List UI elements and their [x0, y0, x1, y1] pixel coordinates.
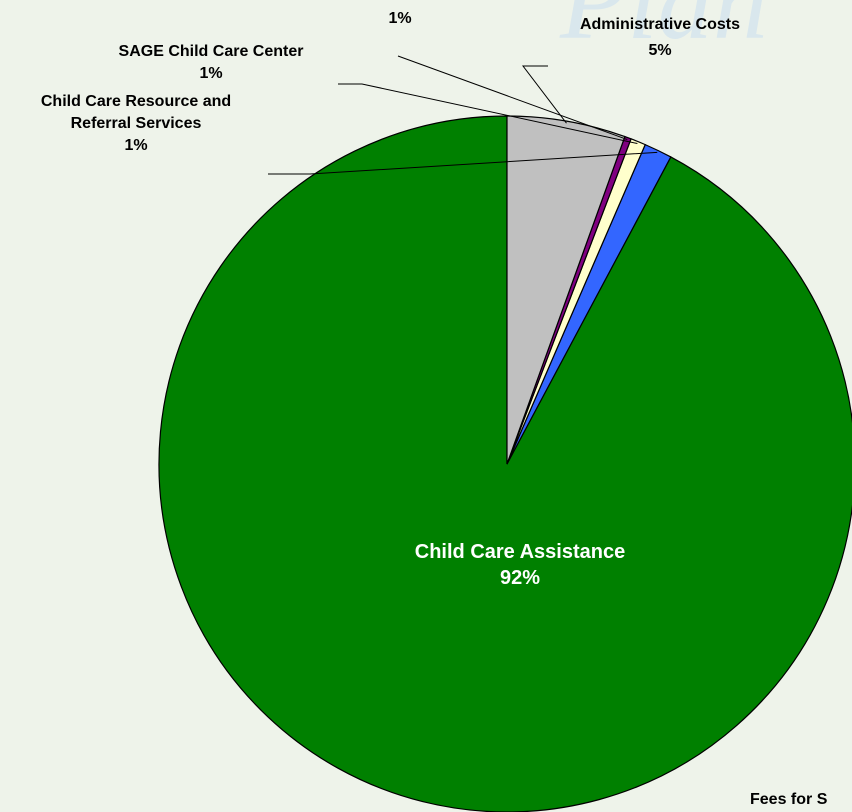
- pie-slices: [158, 115, 852, 812]
- leader-line-child-care-resource-and-referral-services: [268, 151, 658, 175]
- watermark-text: Plan: [559, 0, 768, 62]
- slice-label-administrative-costs: Administrative Costs 5%: [580, 16, 740, 59]
- slice-label-childrens-health-and-wellness: Childrens Health and Wellness1%: [283, 0, 517, 27]
- leader-line-sage-child-care-center: [338, 83, 638, 145]
- slice-label-child-care-resource-and-referral-services: Child Care Resource and Referral Services…: [41, 93, 231, 154]
- leader-line-childrens-health-and-wellness: [397, 55, 628, 141]
- pie-slice-child-care-assistance: [158, 115, 852, 812]
- pie-slice-administrative-costs: [506, 115, 626, 465]
- slice-label-sage-child-care-center: SAGE Child Care Center 1%: [119, 43, 304, 82]
- partial-label-fees: Fees for S: [750, 791, 828, 808]
- slice-label-child-care-assistance: Child Care Assistance 92%: [415, 541, 625, 589]
- slice-labels: Child Care Assistance 92% Child Care Resou…: [41, 0, 740, 589]
- leader-line-administrative-costs: [521, 65, 567, 124]
- leader-lines: [268, 55, 658, 175]
